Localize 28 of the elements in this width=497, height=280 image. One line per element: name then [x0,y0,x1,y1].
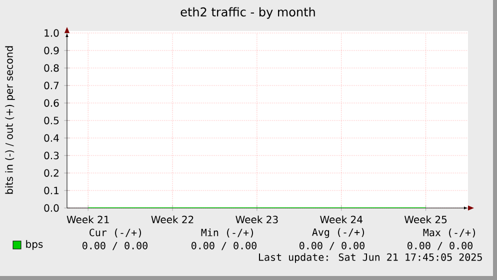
x-tick-label: Week 21 [66,216,109,224]
y-tick-label: 0.7 [44,82,59,90]
y-tick-label: 0.8 [44,64,59,72]
y-tick-label: 0.1 [44,186,59,194]
text: 0.00 / 0.00 [82,242,148,250]
y-tick-label: 0.9 [44,46,59,54]
text: 0.00 / 0.00 [300,242,364,250]
x-tick-label: Week 22 [151,216,194,224]
y-tick-label: 0.0 [44,204,59,212]
y-tick-label: 1.0 [44,29,59,37]
legend-label: bps [26,240,43,250]
y-tick-label: 0.6 [44,99,59,107]
y-tick-label: 0.2 [44,169,58,177]
text: 0.00 / 0.00 [192,242,256,250]
text: Last update: Sat Jun 21 17:45:05 2025 [259,253,482,263]
y-axis-title: bits in (-) / out (+) per second [5,46,15,194]
x-tick-label: Week 23 [236,216,278,224]
text: Max (-/+) [423,228,475,238]
text: Avg (-/+) [312,228,364,238]
text: Min (-/+) [201,228,253,238]
y-tick-label: 0.3 [44,152,59,160]
y-tick-label: 0.5 [44,116,59,124]
y-tick-label: 0.4 [44,134,59,142]
text: Cur (-/+) [90,228,141,238]
chart-title: eth2 traffic - by month [180,7,315,19]
x-tick-label: Week 25 [404,216,447,224]
x-tick-label: Week 24 [320,216,362,224]
text: 0.00 / 0.00 [408,242,472,250]
